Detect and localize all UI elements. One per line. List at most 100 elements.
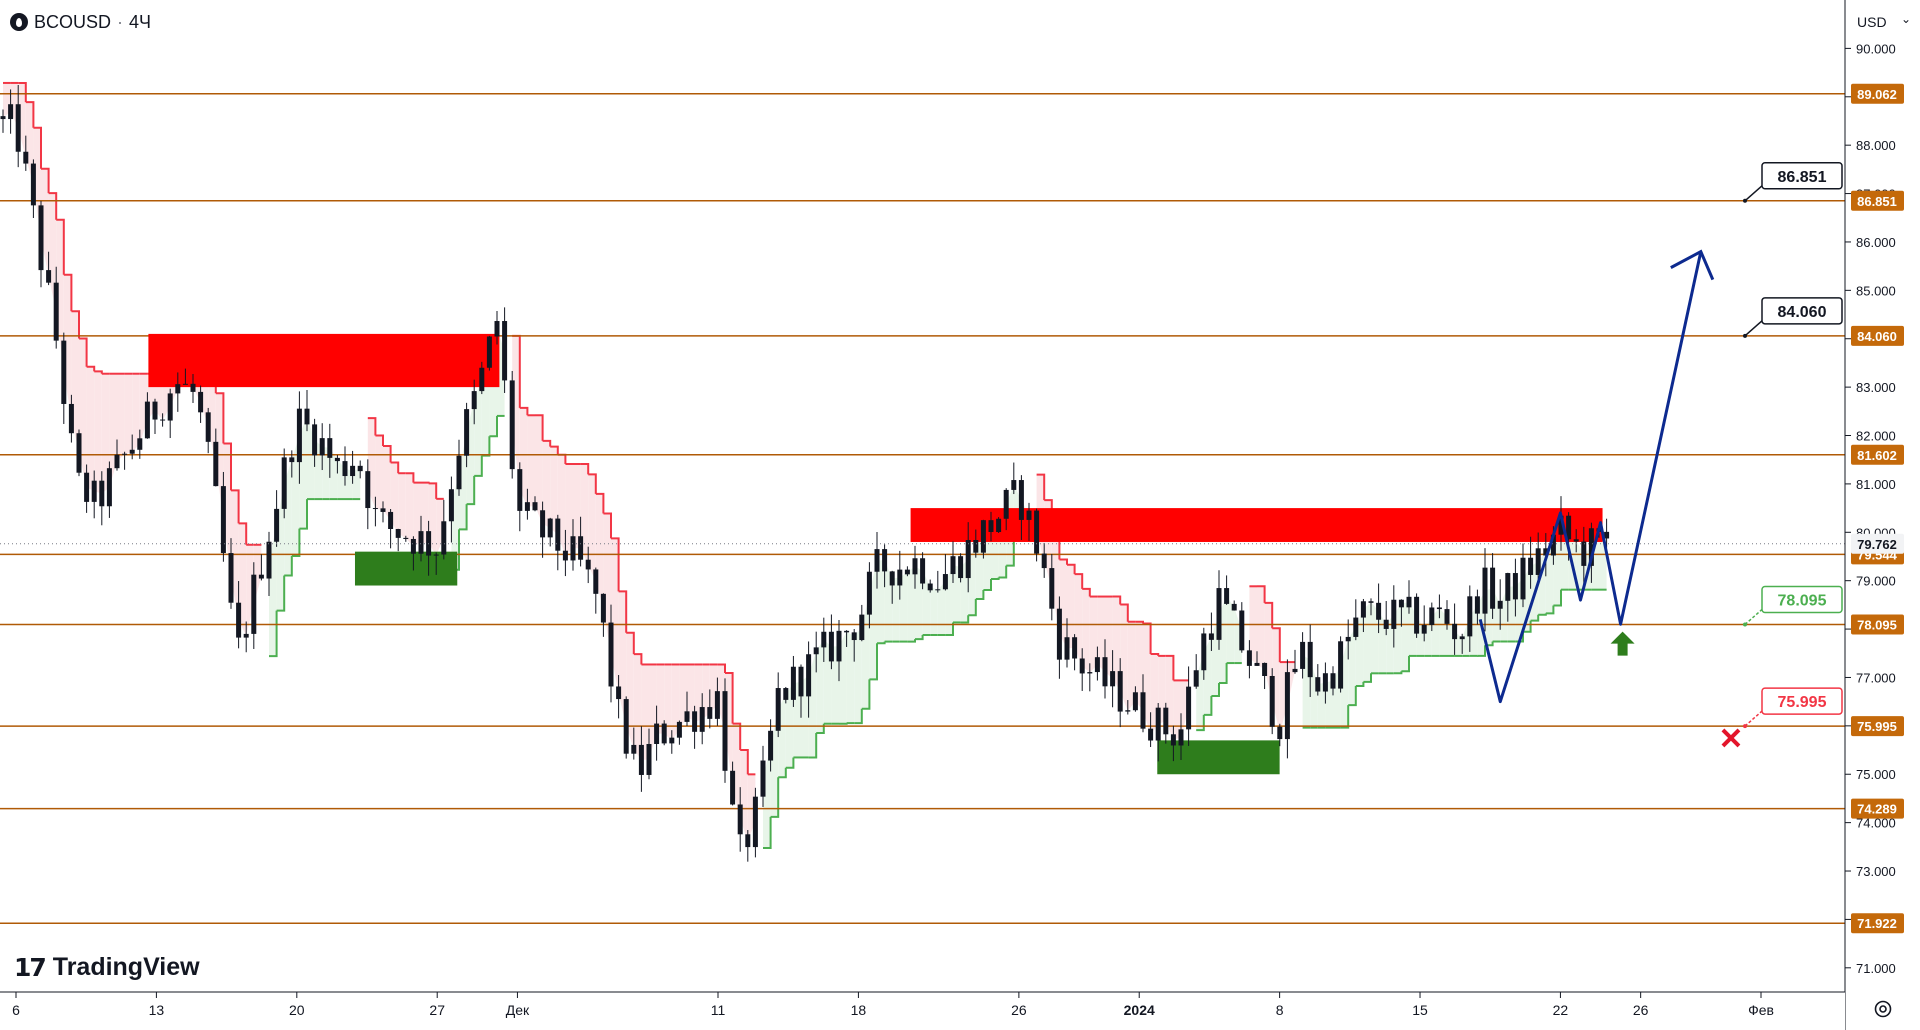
candle — [1041, 542, 1047, 578]
candle — [1535, 532, 1541, 580]
time-tick-label: 27 — [429, 1002, 445, 1018]
candle — [289, 450, 295, 478]
candle — [1292, 649, 1298, 674]
price-axis[interactable]: 71.00072.00073.00074.00075.00076.00077.0… — [1845, 41, 1904, 976]
price-callout[interactable]: 78.095 — [1743, 585, 1843, 627]
candle — [144, 392, 150, 439]
resistance-zone[interactable] — [148, 333, 500, 388]
candle — [1117, 658, 1123, 728]
currency-selector[interactable]: USD ⌄ — [1853, 10, 1915, 34]
candle — [175, 372, 181, 412]
candle — [1444, 600, 1450, 630]
candle — [775, 672, 781, 738]
candle — [1360, 598, 1366, 633]
candle — [920, 552, 926, 590]
candle — [1391, 585, 1397, 648]
candle — [631, 727, 637, 760]
support-zone[interactable] — [1157, 740, 1280, 775]
candle — [1429, 602, 1435, 632]
callout-label: 84.060 — [1778, 304, 1827, 321]
candle — [882, 544, 888, 588]
price-tick-label: 71.000 — [1856, 961, 1896, 976]
level-price-label: 89.062 — [1857, 87, 1897, 102]
candle — [638, 726, 644, 792]
candle — [99, 471, 105, 526]
time-tick-label: 8 — [1276, 1002, 1284, 1018]
candle — [828, 614, 834, 670]
candle — [129, 434, 135, 460]
candle — [1079, 648, 1085, 691]
candle — [1520, 543, 1526, 608]
brent-drop-icon — [10, 13, 28, 31]
price-callout[interactable]: 84.060 — [1743, 297, 1843, 338]
candle — [91, 470, 97, 519]
candle — [904, 566, 910, 577]
candle — [1307, 624, 1313, 697]
candle — [8, 89, 14, 134]
level-price-tag: 71.922 — [1851, 913, 1904, 934]
candle — [593, 567, 599, 614]
support-zone[interactable] — [354, 551, 458, 586]
candle — [1398, 599, 1404, 627]
candle — [768, 719, 774, 772]
candle — [1322, 662, 1328, 704]
time-tick-label: 18 — [851, 1002, 867, 1018]
candle — [1193, 654, 1199, 689]
candle — [486, 335, 492, 371]
candle — [1178, 713, 1184, 760]
candle — [1284, 659, 1290, 759]
level-price-label: 75.995 — [1857, 719, 1897, 734]
price-callout[interactable]: 86.851 — [1743, 162, 1843, 203]
candle — [1277, 723, 1283, 747]
price-callout[interactable]: 75.995 — [1743, 687, 1843, 729]
candle — [1338, 636, 1344, 693]
callout-label: 86.851 — [1778, 169, 1827, 186]
candle — [661, 720, 667, 746]
candle — [114, 439, 120, 471]
candle — [1497, 579, 1503, 630]
price-tick-label: 86.000 — [1856, 235, 1896, 250]
candle — [752, 787, 758, 858]
candle — [365, 459, 371, 530]
candle — [1132, 686, 1138, 712]
candle — [745, 830, 751, 862]
price-tick-label: 73.000 — [1856, 864, 1896, 879]
resistance-zone[interactable] — [910, 508, 1603, 542]
candle — [730, 761, 736, 806]
level-price-label: 81.602 — [1857, 448, 1897, 463]
price-tick-label: 85.000 — [1856, 283, 1896, 298]
candle — [1246, 640, 1252, 679]
candle — [388, 508, 394, 549]
candle — [958, 553, 964, 583]
candle — [220, 471, 226, 562]
forecast-path[interactable] — [1478, 251, 1703, 704]
candle — [46, 251, 52, 286]
symbol-header[interactable]: BCOUSD · 4Ч — [10, 10, 151, 34]
price-tick-label: 82.000 — [1856, 429, 1896, 444]
candle — [1345, 619, 1351, 660]
candle — [198, 385, 204, 423]
candle — [821, 617, 827, 662]
candle — [1087, 663, 1093, 692]
symbol-interval: 4Ч — [129, 11, 152, 32]
candle — [122, 451, 128, 470]
candle — [654, 705, 660, 761]
candle — [296, 391, 302, 484]
time-axis[interactable]: 6 13 20 27 Дек 11 18 26 2024 8 15 22 26 Фев — [12, 992, 1774, 1018]
tradingview-logo[interactable]: 17 TradingView — [14, 952, 200, 982]
candle — [464, 402, 470, 468]
candle — [684, 691, 690, 726]
candle — [1034, 508, 1040, 562]
candle — [692, 705, 698, 749]
time-tick-label: 26 — [1011, 1002, 1027, 1018]
candle — [1201, 627, 1207, 680]
gear-icon[interactable] — [1872, 998, 1894, 1020]
candle — [1368, 598, 1374, 616]
candle — [1049, 553, 1055, 621]
candle — [950, 541, 956, 584]
candle — [479, 361, 485, 395]
candle — [0, 109, 6, 133]
level-price-tag: 89.062 — [1851, 83, 1904, 104]
candle — [403, 535, 409, 542]
